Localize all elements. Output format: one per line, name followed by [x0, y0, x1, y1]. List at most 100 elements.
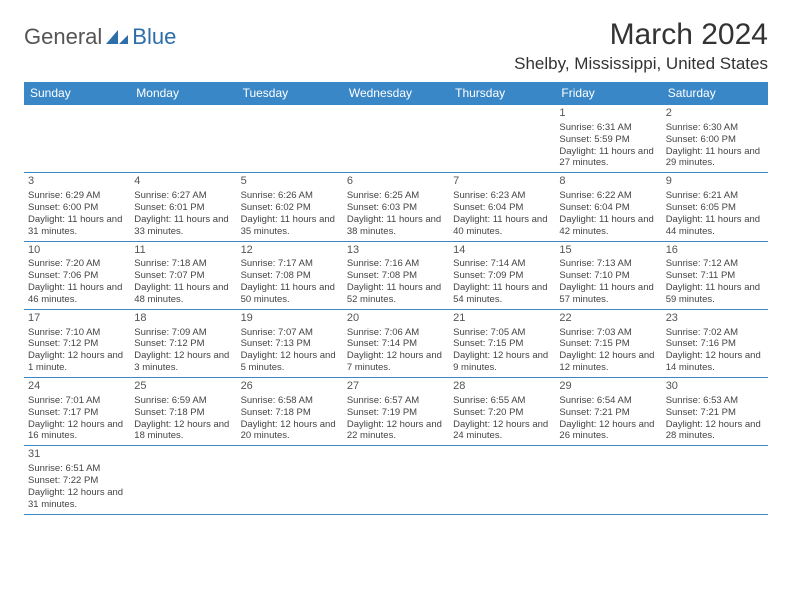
- sunset-line: Sunset: 7:08 PM: [241, 270, 339, 282]
- day-number: 25: [134, 380, 232, 394]
- sunrise-line: Sunrise: 7:03 AM: [559, 327, 657, 339]
- sunrise-line: Sunrise: 6:54 AM: [559, 395, 657, 407]
- calendar-cell: 28Sunrise: 6:55 AMSunset: 7:20 PMDayligh…: [449, 378, 555, 446]
- day-number: 4: [134, 175, 232, 189]
- calendar-cell: 20Sunrise: 7:06 AMSunset: 7:14 PMDayligh…: [343, 309, 449, 377]
- sunrise-line: Sunrise: 7:20 AM: [28, 258, 126, 270]
- day-number: 31: [28, 448, 126, 462]
- sunset-line: Sunset: 6:00 PM: [28, 202, 126, 214]
- sail-icon: [104, 28, 130, 46]
- sunset-line: Sunset: 7:21 PM: [666, 407, 764, 419]
- sunrise-line: Sunrise: 7:13 AM: [559, 258, 657, 270]
- calendar-cell: 5Sunrise: 6:26 AMSunset: 6:02 PMDaylight…: [237, 173, 343, 241]
- sunrise-line: Sunrise: 7:01 AM: [28, 395, 126, 407]
- sunrise-line: Sunrise: 6:53 AM: [666, 395, 764, 407]
- calendar-cell: 8Sunrise: 6:22 AMSunset: 6:04 PMDaylight…: [555, 173, 661, 241]
- day-number: 17: [28, 312, 126, 326]
- sunset-line: Sunset: 7:18 PM: [241, 407, 339, 419]
- calendar-cell: 29Sunrise: 6:54 AMSunset: 7:21 PMDayligh…: [555, 378, 661, 446]
- day-number: 30: [666, 380, 764, 394]
- sunrise-line: Sunrise: 7:02 AM: [666, 327, 764, 339]
- sunset-line: Sunset: 6:03 PM: [347, 202, 445, 214]
- sunrise-line: Sunrise: 7:09 AM: [134, 327, 232, 339]
- month-title: March 2024: [514, 18, 768, 52]
- calendar-cell: 26Sunrise: 6:58 AMSunset: 7:18 PMDayligh…: [237, 378, 343, 446]
- sunrise-line: Sunrise: 6:27 AM: [134, 190, 232, 202]
- daylight-line: Daylight: 11 hours and 57 minutes.: [559, 282, 657, 306]
- sunset-line: Sunset: 7:17 PM: [28, 407, 126, 419]
- sunset-line: Sunset: 7:22 PM: [28, 475, 126, 487]
- calendar-cell: 13Sunrise: 7:16 AMSunset: 7:08 PMDayligh…: [343, 241, 449, 309]
- sunset-line: Sunset: 7:13 PM: [241, 338, 339, 350]
- sunrise-line: Sunrise: 6:22 AM: [559, 190, 657, 202]
- day-number: 19: [241, 312, 339, 326]
- daylight-line: Daylight: 11 hours and 52 minutes.: [347, 282, 445, 306]
- day-number: 29: [559, 380, 657, 394]
- day-number: 1: [559, 107, 657, 121]
- daylight-line: Daylight: 12 hours and 20 minutes.: [241, 419, 339, 443]
- calendar-header-row: SundayMondayTuesdayWednesdayThursdayFrid…: [24, 82, 768, 105]
- sunrise-line: Sunrise: 7:14 AM: [453, 258, 551, 270]
- calendar-row: 1Sunrise: 6:31 AMSunset: 5:59 PMDaylight…: [24, 105, 768, 173]
- calendar-row: 24Sunrise: 7:01 AMSunset: 7:17 PMDayligh…: [24, 378, 768, 446]
- logo-text-blue: Blue: [132, 24, 176, 50]
- sunset-line: Sunset: 6:04 PM: [453, 202, 551, 214]
- calendar-table: SundayMondayTuesdayWednesdayThursdayFrid…: [24, 82, 768, 515]
- calendar-cell: [343, 446, 449, 514]
- daylight-line: Daylight: 12 hours and 16 minutes.: [28, 419, 126, 443]
- calendar-cell: 27Sunrise: 6:57 AMSunset: 7:19 PMDayligh…: [343, 378, 449, 446]
- calendar-cell: [130, 105, 236, 173]
- sunrise-line: Sunrise: 7:16 AM: [347, 258, 445, 270]
- daylight-line: Daylight: 12 hours and 31 minutes.: [28, 487, 126, 511]
- calendar-cell: 31Sunrise: 6:51 AMSunset: 7:22 PMDayligh…: [24, 446, 130, 514]
- sunset-line: Sunset: 5:59 PM: [559, 134, 657, 146]
- calendar-cell: [24, 105, 130, 173]
- title-block: March 2024 Shelby, Mississippi, United S…: [514, 18, 768, 74]
- sunrise-line: Sunrise: 6:30 AM: [666, 122, 764, 134]
- calendar-cell: 22Sunrise: 7:03 AMSunset: 7:15 PMDayligh…: [555, 309, 661, 377]
- sunrise-line: Sunrise: 7:05 AM: [453, 327, 551, 339]
- sunset-line: Sunset: 7:16 PM: [666, 338, 764, 350]
- calendar-cell: 16Sunrise: 7:12 AMSunset: 7:11 PMDayligh…: [662, 241, 768, 309]
- day-number: 13: [347, 244, 445, 258]
- day-number: 8: [559, 175, 657, 189]
- calendar-row: 17Sunrise: 7:10 AMSunset: 7:12 PMDayligh…: [24, 309, 768, 377]
- daylight-line: Daylight: 11 hours and 48 minutes.: [134, 282, 232, 306]
- calendar-cell: [237, 105, 343, 173]
- weekday-header: Monday: [130, 82, 236, 105]
- sunset-line: Sunset: 7:09 PM: [453, 270, 551, 282]
- daylight-line: Daylight: 12 hours and 1 minute.: [28, 350, 126, 374]
- daylight-line: Daylight: 11 hours and 50 minutes.: [241, 282, 339, 306]
- sunrise-line: Sunrise: 6:51 AM: [28, 463, 126, 475]
- sunset-line: Sunset: 6:01 PM: [134, 202, 232, 214]
- daylight-line: Daylight: 11 hours and 29 minutes.: [666, 146, 764, 170]
- calendar-row: 3Sunrise: 6:29 AMSunset: 6:00 PMDaylight…: [24, 173, 768, 241]
- day-number: 5: [241, 175, 339, 189]
- sunset-line: Sunset: 7:18 PM: [134, 407, 232, 419]
- calendar-cell: [449, 446, 555, 514]
- calendar-cell: 25Sunrise: 6:59 AMSunset: 7:18 PMDayligh…: [130, 378, 236, 446]
- calendar-cell: 2Sunrise: 6:30 AMSunset: 6:00 PMDaylight…: [662, 105, 768, 173]
- daylight-line: Daylight: 12 hours and 5 minutes.: [241, 350, 339, 374]
- daylight-line: Daylight: 12 hours and 7 minutes.: [347, 350, 445, 374]
- calendar-cell: 15Sunrise: 7:13 AMSunset: 7:10 PMDayligh…: [555, 241, 661, 309]
- sunrise-line: Sunrise: 6:55 AM: [453, 395, 551, 407]
- calendar-body: 1Sunrise: 6:31 AMSunset: 5:59 PMDaylight…: [24, 105, 768, 515]
- calendar-cell: 21Sunrise: 7:05 AMSunset: 7:15 PMDayligh…: [449, 309, 555, 377]
- day-number: 22: [559, 312, 657, 326]
- calendar-cell: 24Sunrise: 7:01 AMSunset: 7:17 PMDayligh…: [24, 378, 130, 446]
- logo-text-general: General: [24, 24, 102, 50]
- day-number: 14: [453, 244, 551, 258]
- location: Shelby, Mississippi, United States: [514, 54, 768, 74]
- daylight-line: Daylight: 11 hours and 54 minutes.: [453, 282, 551, 306]
- sunset-line: Sunset: 7:15 PM: [559, 338, 657, 350]
- daylight-line: Daylight: 11 hours and 42 minutes.: [559, 214, 657, 238]
- sunset-line: Sunset: 7:12 PM: [134, 338, 232, 350]
- day-number: 16: [666, 244, 764, 258]
- sunrise-line: Sunrise: 7:06 AM: [347, 327, 445, 339]
- daylight-line: Daylight: 12 hours and 22 minutes.: [347, 419, 445, 443]
- daylight-line: Daylight: 12 hours and 14 minutes.: [666, 350, 764, 374]
- sunrise-line: Sunrise: 6:21 AM: [666, 190, 764, 202]
- sunrise-line: Sunrise: 6:23 AM: [453, 190, 551, 202]
- calendar-cell: 14Sunrise: 7:14 AMSunset: 7:09 PMDayligh…: [449, 241, 555, 309]
